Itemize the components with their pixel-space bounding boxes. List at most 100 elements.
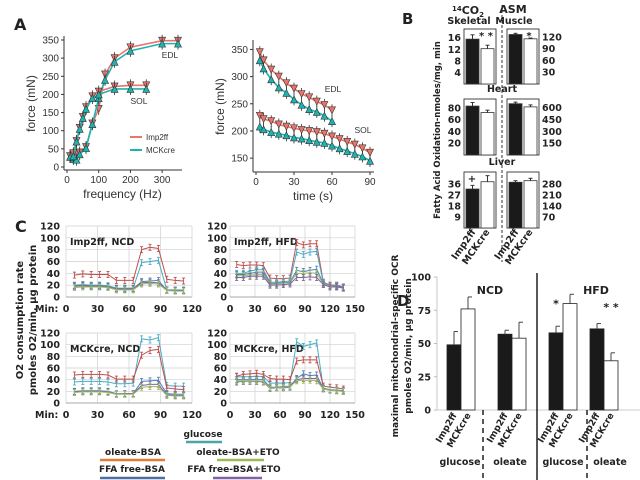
data-point — [69, 151, 78, 160]
data-point — [101, 75, 110, 84]
legend-label-ffa-free-bsa: FFA free-BSA — [99, 465, 165, 475]
legend-label-glucose: glucose — [184, 430, 223, 440]
series-line-imp2ff-sol — [259, 115, 371, 154]
y-tick-label: 40 — [448, 127, 462, 138]
x-tick-label: 60 — [122, 304, 136, 315]
data-point — [267, 75, 276, 84]
y-tick-label: 20 — [47, 387, 61, 398]
significance-marker: + — [468, 174, 476, 185]
y-tick-label: 100 — [207, 340, 227, 351]
y-axis-title-line2: pmoles O2/min, µg protein — [28, 245, 39, 396]
significance-marker: * — [526, 31, 532, 42]
y-tick-label: 80 — [214, 352, 228, 363]
data-point — [282, 79, 291, 88]
subplot-title: MCKcre, NCD — [70, 344, 140, 355]
y-tick-label: 75 — [418, 306, 431, 317]
y-tick-label: 300 — [231, 72, 248, 83]
y-tick-label: 16 — [448, 33, 462, 44]
data-point — [290, 133, 298, 142]
y-tick-label: 20 — [448, 139, 462, 150]
x-tick-label: 0 — [63, 304, 70, 315]
y-tick-label: 40 — [214, 375, 228, 386]
y-tick-label: 80 — [448, 103, 462, 114]
data-point — [366, 148, 374, 157]
y-tick-label: 0 — [53, 163, 59, 174]
y-tick-label: 4 — [454, 68, 461, 79]
x-tick-label: 120 — [320, 304, 340, 315]
data-point — [297, 126, 306, 135]
x-prefix-label: Min: — [35, 304, 58, 315]
x-tick-label: 90 — [154, 410, 168, 421]
y-tick-label: 80 — [47, 245, 61, 256]
tissue-label-liver: Liver — [489, 157, 516, 168]
y-axis-title-line1: O2 consumption rate — [15, 261, 26, 380]
data-point — [320, 138, 329, 147]
legend-label-imp2ff: Imp2ff — [146, 133, 169, 142]
data-point — [75, 124, 84, 133]
panel-label-c: C — [15, 217, 27, 236]
data-point — [274, 72, 283, 81]
data-point — [320, 129, 329, 138]
significance-marker: * * — [603, 301, 619, 314]
series-line-oleate-bsa-eto — [74, 386, 184, 397]
bar-mckcre — [523, 38, 538, 85]
y-axis-title: Fatty Acid Oxidation-nmoles/mg, min — [433, 41, 443, 219]
y-tick-label: 200 — [42, 90, 59, 101]
data-point — [305, 93, 314, 102]
y-tick-label: 150 — [231, 154, 248, 165]
data-point — [328, 106, 336, 115]
data-point — [88, 120, 97, 128]
y-tick-label: 350 — [42, 36, 59, 47]
y-tick-label: 60 — [214, 364, 228, 375]
y-tick-label: 50 — [418, 339, 432, 350]
data-point — [267, 127, 276, 136]
data-point — [75, 150, 84, 159]
bar-imp2ff — [508, 103, 523, 156]
y-tick-label: 40 — [47, 375, 61, 386]
y-tick-label: 210 — [542, 190, 562, 201]
subscript: 2 — [479, 11, 484, 19]
data-point — [290, 95, 298, 104]
y-tick-label: 18 — [448, 202, 462, 213]
x-tick-label: 120 — [320, 410, 340, 421]
y-tick-label: 40 — [47, 269, 61, 280]
header-text: CO — [462, 4, 479, 17]
data-point — [94, 90, 103, 99]
x-tick-label: 0 — [227, 410, 234, 421]
y-tick-label: 100 — [411, 273, 431, 284]
x-tick-label: 60 — [326, 177, 338, 188]
substrate-label-oleate: oleate — [493, 457, 527, 468]
subplot-title: MCKcre, HFD — [234, 344, 304, 355]
x-tick-label: 200 — [122, 175, 139, 186]
x-tick-label: 100 — [90, 175, 107, 186]
x-tick-label: 0 — [227, 304, 234, 315]
y-axis-title-line2: pmoles O2/min, µg protein — [404, 278, 414, 413]
y-tick-label: 60 — [542, 56, 556, 67]
data-point — [320, 111, 329, 120]
data-point — [255, 48, 264, 57]
data-point — [290, 124, 298, 133]
y-tick-label: 20 — [214, 387, 228, 398]
x-tick-label: 0 — [64, 175, 70, 186]
substrate-label-glucose: glucose — [439, 457, 480, 468]
y-tick-label: 30 — [542, 68, 556, 79]
y-tick-label: 140 — [542, 201, 562, 212]
data-point — [328, 132, 336, 141]
y-tick-label: 50 — [48, 144, 60, 155]
annotation-edl: EDL — [162, 50, 179, 60]
subplot-title: Imp2ff, HFD — [234, 237, 298, 248]
y-axis-title: force (mN) — [213, 78, 227, 135]
y-tick-label: 80 — [214, 245, 228, 256]
y-tick-label: 25 — [418, 372, 431, 383]
subplot-title: Imp2ff, NCD — [70, 237, 134, 248]
y-tick-label: 0 — [220, 293, 227, 304]
bar-ncd-oleate-imp2ff — [497, 333, 513, 411]
x-axis-title: time (s) — [293, 189, 333, 203]
data-point — [305, 127, 314, 136]
data-point — [82, 143, 91, 152]
series-line-oleate-bsa-eto — [74, 282, 184, 292]
panel-b-fatty-acid-oxidation: 14CO2 ASM Skeletal Muscle Fatty Acid Oxidati… — [433, 3, 562, 267]
